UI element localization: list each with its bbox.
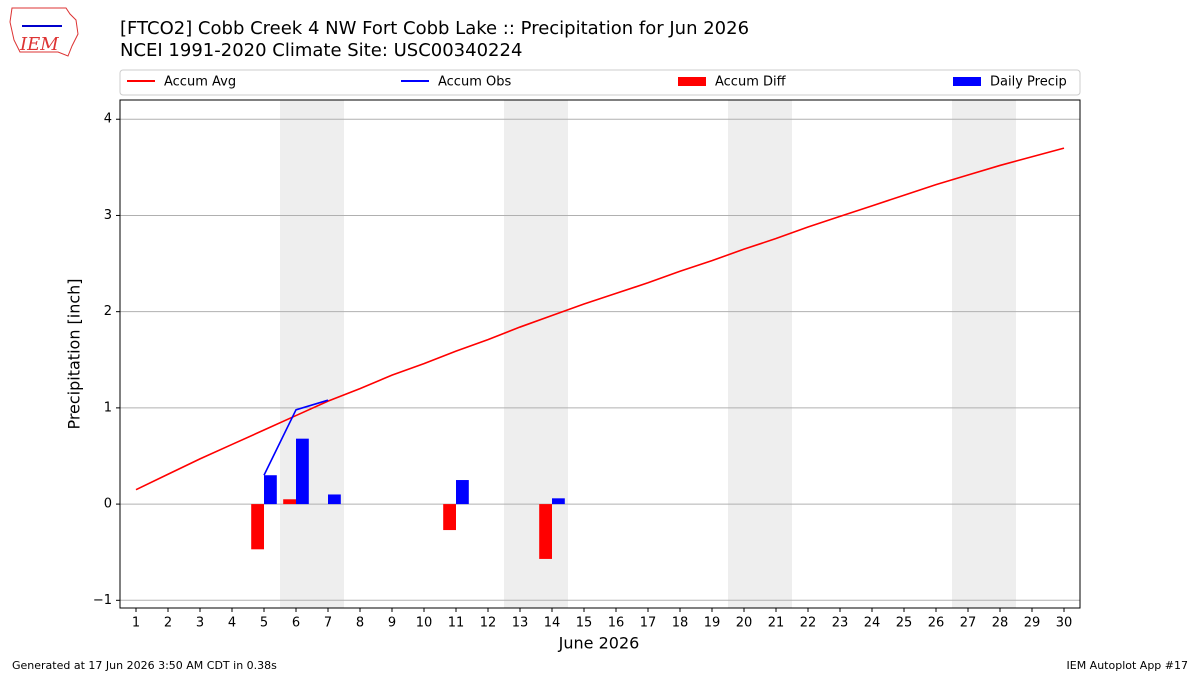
y-tick-label: 0 [104,497,112,512]
bar [552,498,565,505]
x-tick-label: 28 [992,616,1009,631]
logo-text: IEM [19,34,59,55]
x-tick-label: 18 [672,616,689,631]
x-tick-label: 13 [512,616,529,631]
legend-label: Accum Diff [715,75,787,90]
x-tick-label: 16 [608,616,625,631]
x-tick-label: 2 [164,616,172,631]
chart-title: [FTCO2] Cobb Creek 4 NW Fort Cobb Lake :… [120,18,749,39]
plot-frame [119,99,1081,609]
x-axis-label: June 2026 [558,634,640,653]
y-tick-label: 2 [104,304,112,319]
x-tick-label: 3 [196,616,204,631]
x-tick-label: 8 [356,616,364,631]
x-tick-label: 21 [768,616,785,631]
bar [264,475,277,505]
bar [539,504,552,559]
x-tick-label: 30 [1056,616,1073,631]
legend-box [119,69,1081,96]
y-tick-label: 1 [104,400,112,415]
x-tick-label: 26 [928,616,945,631]
x-tick-label: 17 [640,616,657,631]
x-tick-label: 27 [960,616,977,631]
x-tick-label: 23 [832,616,849,631]
plot-area [280,100,1016,608]
x-tick-label: 24 [864,616,881,631]
x-tick-label: 15 [576,616,593,631]
weekend-shade [280,100,344,608]
logo: IEM [9,7,79,57]
x-tick-label: 5 [260,616,268,631]
line [263,399,329,476]
x-tick-label: 29 [1024,616,1041,631]
legend-swatch [678,77,706,86]
logo-outline [9,7,79,57]
bar [296,438,309,505]
legend-label: Daily Precip [990,75,1067,90]
x-tick-label: 11 [448,616,465,631]
y-tick-label: −1 [93,593,112,608]
y-tick-label: 3 [104,208,112,223]
chart-subtitle: NCEI 1991-2020 Climate Site: USC00340224 [120,40,522,61]
x-tick-label: 19 [704,616,721,631]
bar [456,480,469,505]
bar [443,504,456,531]
legend-label: Accum Avg [164,75,236,90]
x-tick-label: 25 [896,616,913,631]
x-tick-label: 14 [544,616,561,631]
x-tick-label: 4 [228,616,236,631]
x-tick-label: 7 [324,616,332,631]
x-tick-label: 6 [292,616,300,631]
y-axis-label: Precipitation [inch] [65,278,84,429]
x-tick-label: 20 [736,616,753,631]
legend-swatch [953,77,981,86]
weekend-shade [504,100,568,608]
legend-label: Accum Obs [438,75,511,90]
bar [328,494,341,505]
x-tick-label: 1 [132,616,140,631]
y-tick-label: 4 [104,112,112,127]
weekend-shade [728,100,792,608]
x-tick-label: 12 [480,616,497,631]
bar [283,499,296,505]
x-tick-label: 10 [416,616,433,631]
x-tick-label: 9 [388,616,396,631]
line [135,147,1065,491]
footer-right: IEM Autoplot App #17 [1067,659,1189,672]
weekend-shade [952,100,1016,608]
footer-left: Generated at 17 Jun 2026 3:50 AM CDT in … [12,659,277,672]
x-tick-label: 22 [800,616,817,631]
bar [251,504,264,550]
